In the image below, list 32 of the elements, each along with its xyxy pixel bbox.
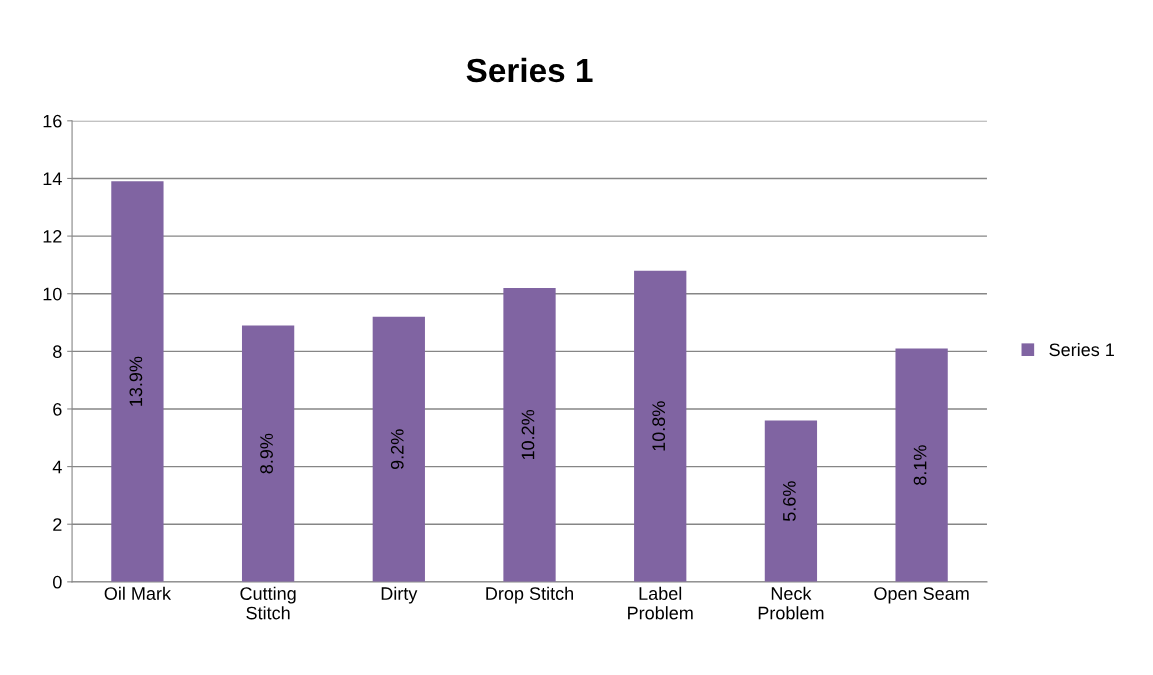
y-tick-label: 0 bbox=[53, 575, 62, 589]
y-tick-label: 2 bbox=[53, 518, 62, 531]
bar bbox=[503, 287, 556, 582]
data-label: 13.9% bbox=[129, 356, 143, 406]
data-label: 9.2% bbox=[390, 429, 404, 470]
x-tick-label: Dirty bbox=[381, 586, 418, 604]
bar bbox=[895, 348, 948, 582]
bar bbox=[241, 325, 295, 582]
x-tick-label: Neck Problem bbox=[758, 586, 824, 620]
y-tick-label: 10 bbox=[43, 287, 62, 301]
y-tick-label: 8 bbox=[53, 345, 62, 359]
y-tick-label: 4 bbox=[52, 460, 62, 474]
legend-label: Series 1 bbox=[1049, 342, 1114, 357]
data-label: 8.9% bbox=[260, 433, 273, 474]
x-tick-label: Open Seam bbox=[874, 587, 969, 604]
x-tick-label: Oil Mark bbox=[104, 586, 172, 600]
y-tick-label: 6 bbox=[53, 402, 62, 416]
x-tick-label: Label Problem bbox=[628, 586, 693, 620]
chart-title: Series 1 bbox=[466, 57, 593, 83]
bar bbox=[111, 181, 164, 582]
bar bbox=[634, 270, 687, 582]
y-tick-label: 14 bbox=[43, 172, 62, 185]
bar bbox=[372, 316, 425, 582]
x-tick-label: Drop Stitch bbox=[486, 586, 573, 604]
data-label: 10.2% bbox=[521, 409, 535, 460]
y-tick-label: 12 bbox=[43, 230, 62, 243]
x-tick-label: Cutting Stitch bbox=[240, 586, 296, 620]
data-label: 8.1% bbox=[913, 445, 927, 485]
data-label: 5.6% bbox=[782, 481, 796, 522]
data-label: 10.8% bbox=[652, 401, 666, 451]
y-tick-label: 16 bbox=[43, 114, 62, 128]
bar bbox=[764, 420, 818, 582]
